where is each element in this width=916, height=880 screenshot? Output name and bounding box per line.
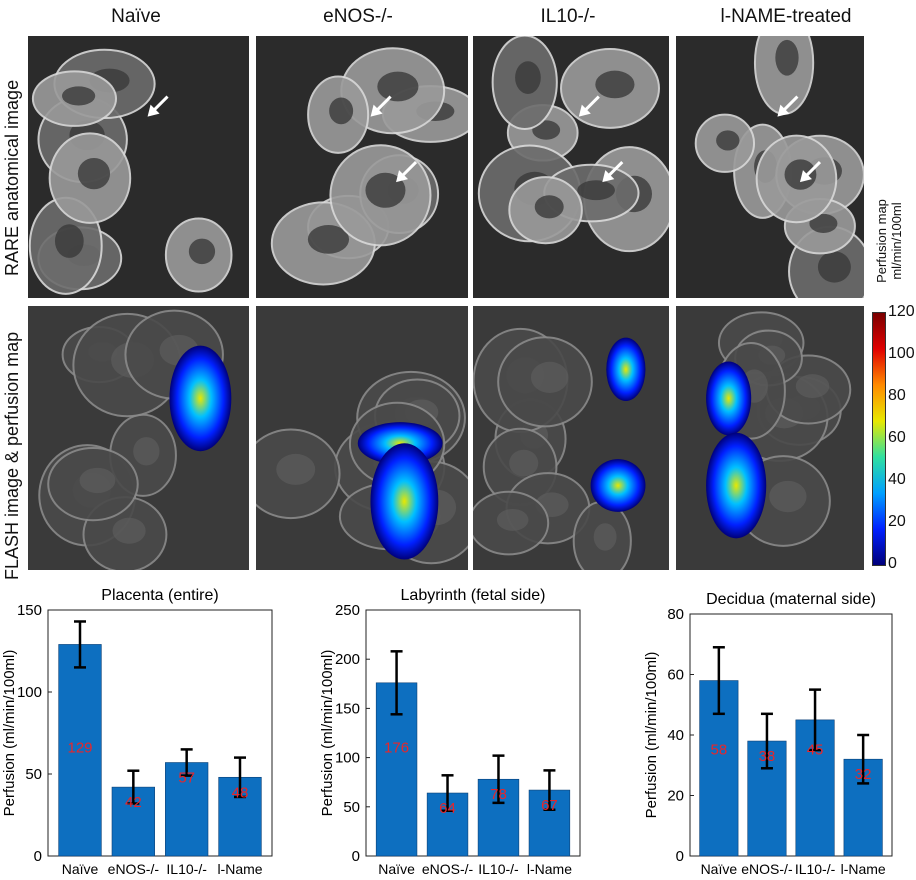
colorbar-tick-label: 60 [888, 429, 906, 446]
y-axis-label: Perfusion (ml/min/100ml) [643, 652, 660, 819]
y-tick-label: 40 [667, 727, 684, 744]
colorbar-tick-label: 120 [888, 303, 915, 320]
x-tick-label: l-Name [527, 861, 572, 877]
bar-value-label: 38 [759, 748, 776, 765]
x-tick-label: l-Name [217, 861, 262, 877]
perfusion-region [169, 345, 232, 452]
chart-title: Placenta (entire) [101, 587, 218, 604]
arrow-icon [578, 95, 600, 117]
colorbar-title: Perfusion map ml/min/100ml [874, 182, 904, 300]
x-tick-label: Naïve [701, 861, 738, 877]
arrow-icon [147, 95, 169, 117]
y-tick-label: 0 [676, 848, 684, 865]
colorbar-tick-label: 20 [888, 513, 906, 530]
colorbar-tick-label: 0 [888, 555, 897, 572]
x-tick-label: eNOS-/- [108, 861, 160, 877]
arrow-icon [602, 161, 624, 183]
mri-panel-rare-2 [473, 36, 669, 298]
bar-value-label: 176 [384, 740, 409, 757]
perfusion-bar-charts: Placenta (entire) Perfusion (ml/min/100ml… [1, 587, 893, 877]
chart-title: Decidua (maternal side) [706, 591, 876, 608]
mri-panel-flash-1 [256, 306, 468, 570]
chart-frame [365, 609, 581, 857]
mri-panel-rare-0 [28, 36, 249, 298]
y-tick-label: 0 [34, 848, 42, 865]
bar-value-label: 42 [125, 794, 142, 811]
y-tick-label: 150 [335, 700, 360, 717]
y-tick-label: 250 [335, 602, 360, 619]
column-title-naive: Naïve [111, 6, 161, 27]
y-tick-label: 0 [352, 848, 360, 865]
y-tick-label: 20 [667, 788, 684, 805]
colorbar-tick-label: 100 [888, 345, 915, 362]
x-tick-label: Naïve [378, 861, 415, 877]
y-tick-label: 80 [667, 606, 684, 623]
x-tick-label: l-Name [841, 861, 886, 877]
chart-title: Labyrinth (fetal side) [401, 587, 546, 604]
column-title-il10: IL10-/- [540, 6, 596, 27]
mri-panel-flash-0 [28, 306, 249, 570]
y-tick-label: 100 [17, 684, 42, 701]
perfusion-region [590, 459, 646, 512]
colorbar-tick-label: 40 [888, 471, 906, 488]
bar-value-label: 32 [855, 766, 872, 783]
x-tick-label: eNOS-/- [422, 861, 474, 877]
column-title-enos: eNOS-/- [323, 6, 393, 27]
perfusion-region [706, 361, 752, 436]
chart-frame [47, 609, 273, 857]
y-axis-label: Perfusion (ml/min/100ml) [319, 650, 336, 817]
y-tick-label: 100 [335, 750, 360, 767]
bar-value-label: 78 [490, 786, 507, 803]
y-tick-label: 50 [25, 766, 42, 783]
x-tick-label: IL10-/- [478, 861, 519, 877]
colorbar-title-line1: Perfusion map [874, 199, 889, 283]
bar-value-label: 64 [439, 800, 456, 817]
x-tick-label: IL10-/- [795, 861, 836, 877]
y-tick-label: 200 [335, 651, 360, 668]
arrow-icon [799, 161, 822, 183]
bar-value-label: 57 [178, 770, 195, 787]
bar-value-label: 48 [232, 784, 249, 801]
mri-panel-flash-3 [676, 306, 864, 570]
x-tick-label: Naïve [62, 861, 99, 877]
colorbar-tick-label: 80 [888, 387, 906, 404]
bar [165, 762, 209, 857]
colorbar-title-line2: ml/min/100ml [889, 202, 904, 280]
bar-value-label: 129 [67, 740, 92, 757]
bar-value-label: 45 [807, 741, 824, 758]
y-tick-label: 150 [17, 602, 42, 619]
colorbar-gradient [873, 313, 885, 565]
row-label-flash: FLASH image & perfusion map [2, 331, 22, 580]
mri-panel-rare-3 [676, 36, 864, 298]
perfusion-colorbar [872, 312, 886, 566]
perfusion-region [606, 337, 646, 402]
bar-value-label: 67 [541, 797, 558, 814]
mri-panel-rare-1 [256, 36, 468, 298]
row-label-rare: RARE anatomical image [2, 79, 22, 276]
bar-value-label: 58 [711, 741, 728, 758]
perfusion-region [706, 432, 767, 539]
x-tick-label: eNOS-/- [741, 861, 793, 877]
mri-panel-flash-2 [473, 306, 669, 570]
x-tick-label: IL10-/- [166, 861, 207, 877]
arrow-icon [370, 95, 392, 117]
y-axis-label: Perfusion (ml/min/100ml) [1, 650, 18, 817]
arrow-icon [396, 161, 418, 183]
arrow-icon [777, 95, 799, 117]
bar [58, 644, 102, 857]
perfusion-region [370, 443, 439, 560]
y-tick-label: 50 [343, 799, 360, 816]
column-title-lname: l-NAME-treated [720, 6, 852, 27]
y-tick-label: 60 [667, 667, 684, 684]
